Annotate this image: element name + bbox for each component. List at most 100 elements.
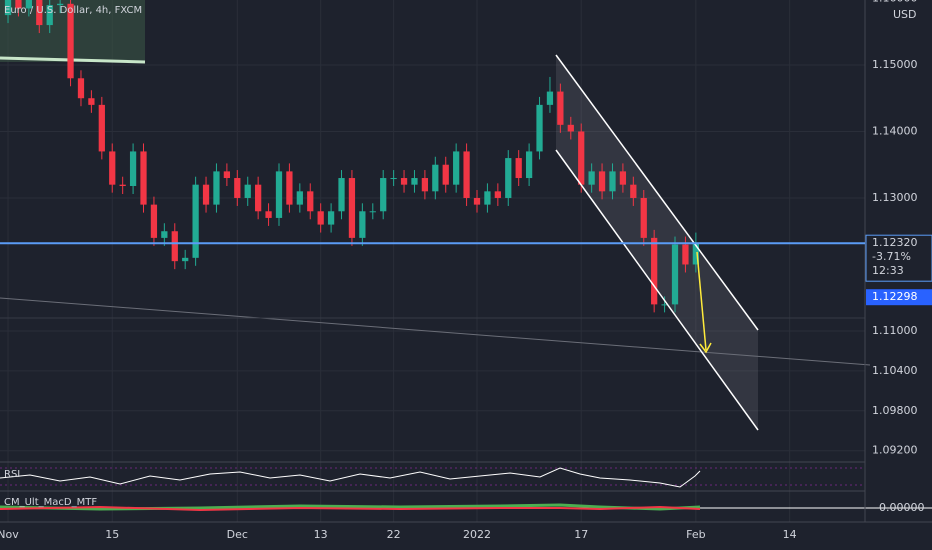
x-tick-label: 14 (783, 528, 797, 541)
candle-body (525, 151, 533, 179)
candle-body (682, 244, 689, 265)
candle-body (494, 191, 501, 198)
last-price-label: 1.12320 (872, 236, 918, 249)
candle-body (400, 178, 408, 185)
candle-body (421, 178, 429, 192)
x-tick-label: 17 (574, 528, 588, 541)
rsi-line (0, 467, 701, 488)
candle-body (463, 151, 470, 198)
candle-body (411, 178, 418, 185)
candle-body (609, 171, 616, 192)
candle-body (661, 304, 668, 306)
candle-body (234, 178, 241, 198)
candle-body (380, 178, 387, 212)
candle-body (119, 184, 126, 187)
candle-body (505, 158, 512, 198)
candle-body (171, 231, 178, 262)
x-tick-label: Nov (0, 528, 19, 541)
y-tick-label: 1.14000 (872, 124, 918, 137)
candle-body (140, 151, 147, 205)
candle-body (390, 178, 397, 180)
candle-body (161, 231, 168, 238)
candle-body (182, 257, 189, 262)
x-tick-label: Feb (686, 528, 705, 541)
candle-body (442, 164, 449, 185)
candle-body (557, 91, 564, 125)
candle-body (473, 197, 481, 205)
x-tick-label: 15 (105, 528, 119, 541)
candle-body (546, 91, 554, 105)
candle-body (338, 178, 345, 212)
y-tick-label: 1.13000 (872, 191, 918, 204)
candle-body (307, 191, 314, 212)
candle-body (265, 211, 272, 218)
candle-body (619, 171, 627, 185)
candle-body (202, 184, 210, 205)
y-tick-label: 1.16000 (872, 0, 918, 4)
candle-body (129, 151, 137, 187)
candle-body (36, 0, 43, 26)
y-tick-label: 1.11000 (872, 324, 918, 337)
signal-line (0, 505, 701, 512)
candle-body (484, 191, 491, 205)
x-tick-label: 13 (314, 528, 328, 541)
candle-body (369, 211, 376, 213)
candle-body (15, 0, 22, 9)
candle-body (4, 0, 12, 16)
candle-body (296, 191, 303, 205)
arrow-head (699, 342, 712, 354)
candle-body (630, 184, 637, 198)
indicator-label: CM_Ult_MacD_MTF (4, 497, 97, 508)
y-tick-label: 1.10400 (872, 364, 918, 377)
candle-body (77, 78, 85, 99)
candle-body (192, 184, 199, 258)
candle-body (692, 243, 699, 265)
candle-body (536, 104, 543, 152)
candle-body (453, 151, 460, 185)
x-tick-label: Dec (227, 528, 248, 541)
candle-body (213, 171, 220, 205)
change-label: -3.71% (872, 250, 911, 263)
macd-zero-label: 0.00000 (879, 501, 925, 514)
arrow (696, 251, 707, 351)
candle-body (25, 0, 32, 9)
axes: 1.16000 1.15000 1.14000 1.13000 1.11000 1.104… (0, 0, 918, 541)
channel-lower (555, 149, 759, 431)
y-tick-label: 1.09800 (872, 404, 918, 417)
candle-body (567, 124, 574, 132)
candle-body (223, 171, 231, 179)
currency-label: USD (893, 8, 917, 21)
bid-price-box (866, 289, 932, 306)
y-tick-label: 1.09200 (872, 444, 918, 457)
candle-body (109, 151, 116, 185)
x-tick-label: 2022 (463, 528, 491, 541)
candle-body (150, 204, 158, 238)
candle-body (98, 104, 105, 152)
countdown-label: 12:33 (872, 264, 904, 277)
x-tick-label: 22 (387, 528, 401, 541)
candles (4, 0, 699, 313)
candle-body (327, 211, 335, 225)
candle-body (57, 3, 64, 6)
bid-price-label: 1.12298 (872, 290, 918, 303)
y-tick-label: 1.15000 (872, 58, 918, 71)
candle-body (671, 244, 679, 305)
trend-line (0, 297, 871, 366)
symbol-title: Euro / U.S. Dollar, 4h, FXCM (4, 5, 142, 16)
candle-body (651, 237, 658, 305)
candle-body (588, 171, 595, 185)
candle-body (348, 178, 356, 238)
candle-body (640, 197, 647, 238)
price-box (865, 234, 932, 282)
channel-upper (555, 54, 759, 331)
candle-body (67, 3, 74, 79)
candle-body (515, 158, 522, 179)
candle-body (598, 171, 606, 192)
candle-body (88, 98, 95, 105)
candle-body (286, 171, 293, 205)
candle-body (359, 211, 366, 238)
candle-body (46, 5, 53, 26)
candle-body (578, 131, 585, 185)
